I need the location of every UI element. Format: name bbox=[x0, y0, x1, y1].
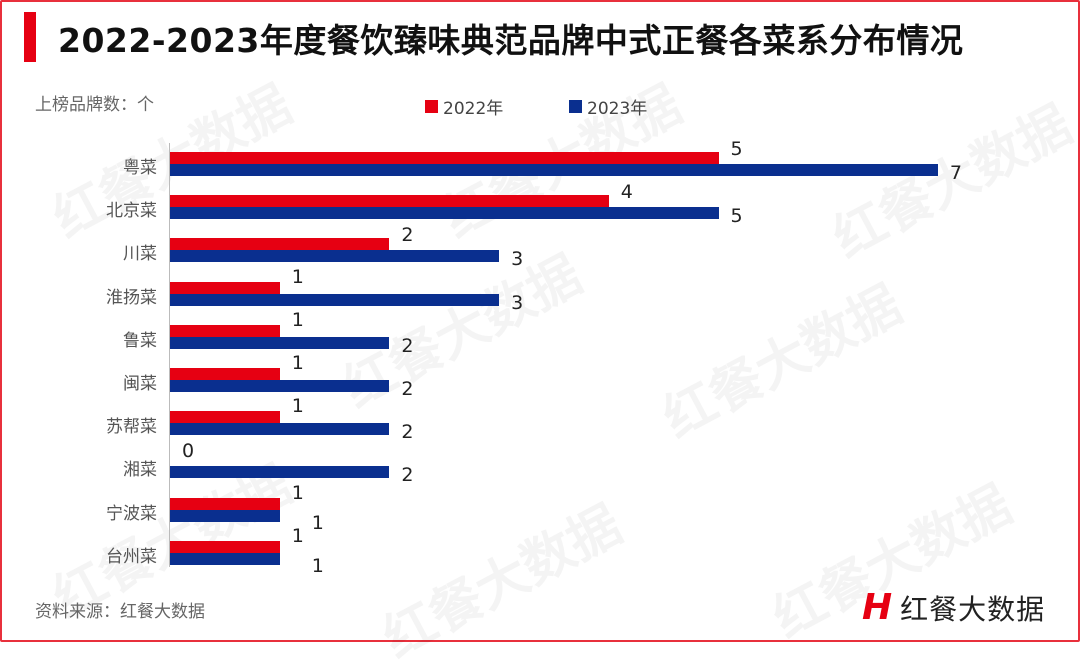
legend-swatch-blue bbox=[569, 100, 582, 113]
bar-2023 bbox=[170, 423, 390, 436]
data-label: 4 bbox=[620, 181, 633, 204]
bar-2023 bbox=[170, 293, 500, 306]
bar-2022 bbox=[170, 497, 280, 510]
legend-label: 2023年 bbox=[587, 99, 648, 119]
data-label: 2 bbox=[401, 224, 414, 247]
chart-frame bbox=[0, 0, 1080, 642]
bar-2022 bbox=[170, 411, 280, 424]
logo-h-icon: H bbox=[862, 587, 893, 628]
bar-2023 bbox=[170, 164, 938, 176]
bar-2023 bbox=[170, 466, 390, 479]
unit-label: 上榜品牌数：个 bbox=[35, 95, 154, 115]
data-label: 5 bbox=[730, 205, 743, 228]
legend-item-2023: 2023年 bbox=[569, 94, 647, 119]
bar-2022 bbox=[170, 195, 609, 208]
data-label: 2 bbox=[401, 464, 414, 487]
bar-2023 bbox=[170, 336, 390, 349]
category-label: 川菜 bbox=[123, 244, 157, 265]
logo-text: 红餐大数据 bbox=[900, 593, 1046, 626]
data-label: 1 bbox=[291, 352, 304, 374]
legend-label: 2022年 bbox=[443, 99, 504, 119]
data-label: 1 bbox=[291, 265, 304, 288]
category-label: 台州菜 bbox=[106, 546, 157, 567]
data-label: 3 bbox=[511, 248, 524, 271]
data-label: 7 bbox=[949, 162, 962, 184]
category-label: 北京菜 bbox=[106, 201, 157, 222]
data-label: 1 bbox=[291, 524, 304, 547]
data-label: 2 bbox=[401, 334, 414, 357]
y-axis bbox=[169, 143, 170, 567]
data-label: 3 bbox=[511, 291, 524, 314]
category-label: 鲁菜 bbox=[123, 330, 157, 351]
data-label: 1 bbox=[291, 308, 304, 331]
category-label: 宁波菜 bbox=[106, 503, 157, 524]
chart-title: 2022-2023年度餐饮臻味典范品牌中式正餐各菜系分布情况 bbox=[58, 21, 964, 60]
data-label: 2 bbox=[401, 421, 414, 444]
data-label: 5 bbox=[730, 138, 743, 160]
brand-logo: H 红餐大数据 bbox=[862, 588, 1045, 628]
bar-2022 bbox=[170, 281, 280, 294]
category-label: 湘菜 bbox=[123, 460, 157, 481]
bar-2023 bbox=[170, 552, 280, 565]
data-label: 2 bbox=[401, 378, 414, 400]
data-label: 1 bbox=[311, 554, 324, 577]
bar-2022 bbox=[170, 152, 719, 164]
bar-2022 bbox=[170, 368, 280, 380]
bar-2022 bbox=[170, 324, 280, 337]
bar-2022 bbox=[170, 540, 280, 553]
bar-2023 bbox=[170, 207, 719, 220]
legend-swatch-red bbox=[425, 100, 438, 113]
category-label: 粤菜 bbox=[123, 158, 157, 178]
data-label: 0 bbox=[182, 440, 195, 463]
bar-2022 bbox=[170, 238, 390, 251]
bar-2023 bbox=[170, 509, 280, 522]
bar-2023 bbox=[170, 380, 390, 392]
data-label: 1 bbox=[311, 511, 324, 534]
data-label: 1 bbox=[291, 481, 304, 504]
bar-2023 bbox=[170, 250, 500, 263]
data-label: 1 bbox=[291, 395, 304, 418]
title-accent-bar bbox=[24, 12, 36, 62]
category-label: 闽菜 bbox=[123, 374, 157, 394]
source-note: 资料来源：红餐大数据 bbox=[35, 602, 205, 622]
category-label: 淮扬菜 bbox=[106, 287, 157, 308]
legend-item-2022: 2022年 bbox=[425, 94, 503, 119]
category-label: 苏帮菜 bbox=[106, 417, 157, 438]
